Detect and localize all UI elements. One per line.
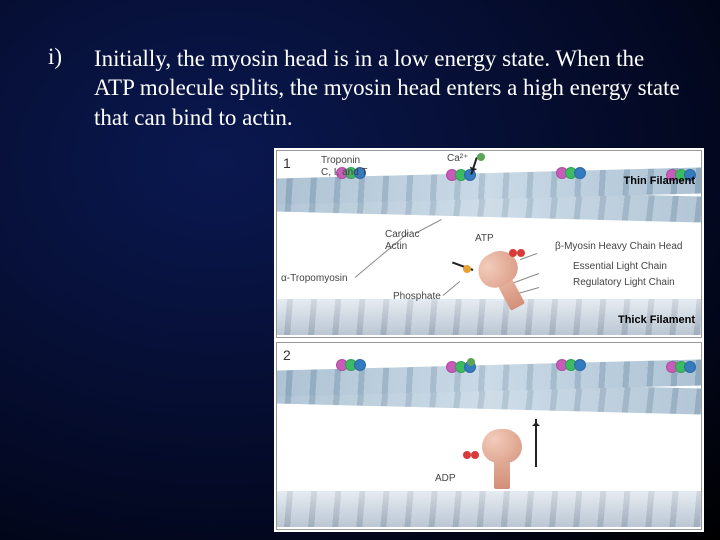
- calcium-bound-icon: [467, 358, 475, 366]
- troponin-complex: [559, 359, 586, 371]
- panel-1: 1: [276, 150, 702, 338]
- label-adp: ADP: [435, 473, 456, 485]
- atp-icon: [517, 249, 525, 257]
- myosin-head-high-energy: [475, 429, 529, 489]
- panel-number: 1: [283, 155, 291, 171]
- label-phosphate: Phosphate: [393, 291, 441, 303]
- troponin-complex: [339, 359, 366, 371]
- list-marker: i): [48, 44, 76, 132]
- troponin-complex: [559, 167, 586, 179]
- adp-icon: [463, 451, 471, 459]
- myosin-rod: [276, 491, 702, 527]
- label-rlc: Regulatory Light Chain: [573, 277, 675, 289]
- calcium-ion-icon: [477, 153, 485, 161]
- slide-content: i) Initially, the myosin head is in a lo…: [0, 0, 720, 132]
- atp-icon: [509, 249, 517, 257]
- diagram-panels: 1: [274, 148, 704, 532]
- label-thick-filament: Thick Filament: [618, 314, 695, 327]
- slide-text: Initially, the myosin head is in a low e…: [94, 44, 680, 132]
- label-heavy-chain: β-Myosin Heavy Chain Head: [555, 241, 682, 253]
- label-troponin: Troponin C, I, and T: [321, 155, 368, 178]
- thin-filament: [277, 365, 701, 429]
- label-actin: Cardiac Actin: [385, 229, 419, 252]
- label-elc: Essential Light Chain: [573, 261, 667, 273]
- label-atp: ATP: [475, 233, 494, 245]
- troponin-complex: [669, 361, 696, 373]
- adp-icon: [471, 451, 479, 459]
- panel-2: 2: [276, 342, 702, 530]
- label-calcium: Ca²⁺: [447, 153, 468, 165]
- binding-arrow-icon: [535, 419, 537, 467]
- myosin-head-globular: [482, 429, 522, 463]
- panel-number: 2: [283, 347, 291, 363]
- label-thin-filament: Thin Filament: [624, 175, 696, 188]
- phosphate-icon: [463, 265, 471, 273]
- label-tropomyosin: α-Tropomyosin: [281, 273, 348, 285]
